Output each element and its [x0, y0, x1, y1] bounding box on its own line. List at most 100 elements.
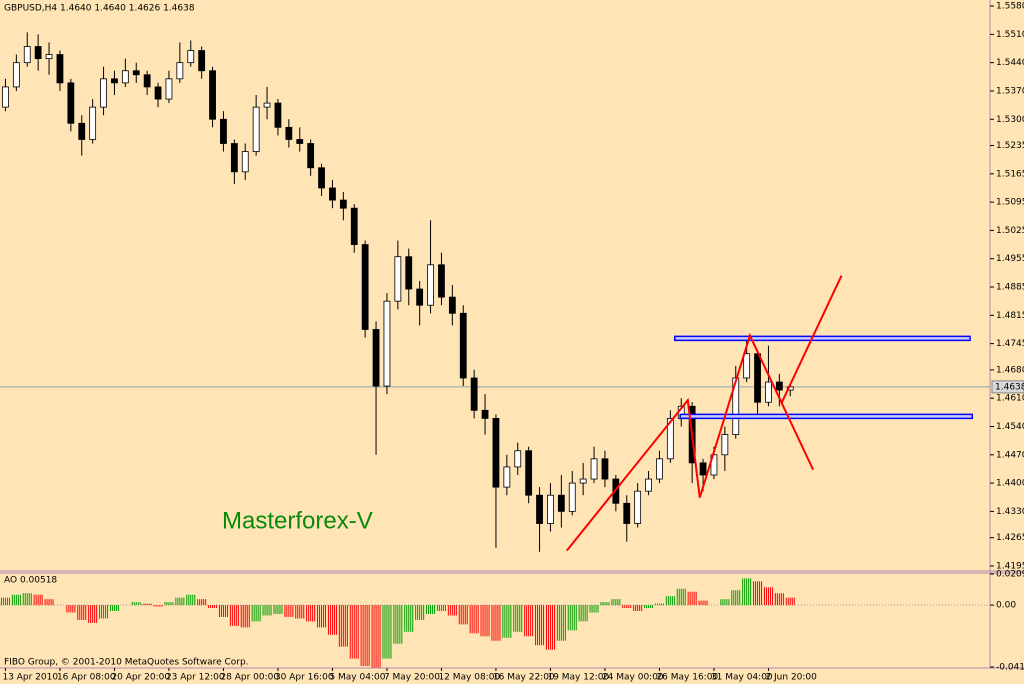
current-price-label: 1.4638: [995, 382, 1024, 392]
y-tick-label: 1.4745: [996, 339, 1024, 349]
candle-body: [143, 74, 151, 88]
trend-line: [566, 332, 815, 552]
y-tick-label: 1.4955: [996, 254, 1024, 264]
x-tick-label: 7 May 20:00: [384, 673, 440, 683]
candle-body: [514, 450, 522, 468]
candle-body: [666, 418, 674, 460]
candle-body: [547, 494, 554, 524]
candle-body: [372, 329, 380, 387]
candle-body: [296, 139, 304, 144]
x-tick-label: 12 May 08:00: [438, 673, 500, 683]
y-tick-label: 1.4265: [996, 533, 1024, 543]
candle-body: [220, 118, 227, 144]
candle-body: [111, 78, 118, 84]
candle-body: [45, 54, 53, 60]
candle-body: [285, 126, 293, 140]
level-band: [679, 413, 974, 420]
candle-body: [78, 122, 86, 140]
y-tick-label: 1.5025: [996, 226, 1024, 236]
candle-body: [492, 418, 500, 488]
candle-body: [427, 264, 434, 306]
y-tick-label: 1.5235: [996, 141, 1024, 151]
y-tick-label: 1.4195: [996, 561, 1024, 571]
y-tick-label: 1.5440: [996, 58, 1024, 68]
candle-body: [274, 102, 282, 128]
candle-body: [198, 50, 206, 72]
x-tick-label: 23 Apr 12:00: [166, 673, 225, 683]
y-tick-label: 1.4540: [996, 422, 1024, 432]
candle-body: [187, 50, 195, 64]
x-tick-label: 5 May 04:00: [329, 673, 385, 683]
candle-body: [786, 386, 794, 391]
candle-body: [394, 256, 402, 302]
candle-body: [56, 54, 64, 84]
level-band: [673, 335, 971, 342]
x-tick-label: 28 Apr 00:00: [220, 673, 279, 683]
candle-body: [448, 296, 456, 314]
x-tick-label: 20 Apr 20:00: [111, 673, 170, 683]
candle-body: [557, 494, 565, 512]
candle-body: [318, 167, 325, 189]
candle-body: [590, 458, 598, 480]
candle-body: [89, 106, 97, 140]
y-tick-label: 1.4470: [996, 450, 1024, 460]
y-tick-label: 1.4610: [996, 394, 1024, 404]
x-tick-label: 31 May 04:00: [711, 673, 773, 683]
candle-body: [339, 199, 347, 209]
candle-body: [645, 478, 652, 492]
candle-body: [765, 381, 772, 403]
candle-body: [34, 46, 42, 60]
candle-body: [601, 458, 609, 480]
candle-body: [230, 143, 238, 173]
y-tick-label: 1.4680: [996, 365, 1024, 375]
candle-body: [481, 409, 489, 419]
candle-body: [12, 62, 20, 88]
candle-body: [579, 478, 587, 484]
candle-body: [656, 458, 663, 480]
x-tick-label: 26 May 16:00: [656, 673, 718, 683]
candle-body: [100, 78, 107, 108]
candle-body: [263, 102, 271, 108]
candle-body: [775, 381, 783, 391]
candle-body: [743, 353, 751, 379]
x-tick-label: 19 May 12:00: [547, 673, 609, 683]
y-tick-label: 1.5370: [996, 86, 1024, 96]
candle-body: [634, 490, 642, 524]
y-tick-label: 1.5165: [996, 169, 1024, 179]
candle-body: [121, 70, 129, 84]
y-tick-label: 1.5580: [996, 2, 1024, 12]
y-tick-label: 1.5300: [996, 115, 1024, 125]
candle-body: [132, 70, 140, 76]
x-tick-label: 16 Apr 08:00: [57, 673, 116, 683]
ao-y-tick-label: 0.02092: [996, 570, 1024, 580]
trend-line: [780, 275, 843, 404]
candle-body: [176, 62, 184, 80]
ao-y-tick-label: -0.04167: [996, 663, 1024, 673]
candle-body: [438, 264, 445, 298]
candle-body: [329, 187, 336, 201]
chart-title: GBPUSD,H4 1.4640 1.4640 1.4626 1.4638: [4, 4, 195, 14]
candle-body: [165, 78, 173, 100]
candle-body: [416, 288, 424, 306]
x-tick-label: 13 Apr 2010: [2, 673, 58, 683]
candle-body: [405, 256, 413, 290]
y-tick-label: 1.4330: [996, 507, 1024, 517]
x-tick-label: 30 Apr 16:00: [275, 673, 334, 683]
y-tick-label: 1.5095: [996, 198, 1024, 208]
y-tick-label: 1.4885: [996, 283, 1024, 293]
current-price-box: [991, 380, 1024, 394]
y-tick-label: 1.4815: [996, 311, 1024, 321]
candle-body: [459, 312, 467, 379]
candle-body: [623, 502, 631, 524]
candle-body: [209, 70, 216, 120]
candle-body: [154, 86, 162, 100]
candle-body: [350, 207, 358, 245]
candle-body: [503, 466, 511, 488]
candle-body: [536, 494, 543, 524]
candle-body: [361, 244, 369, 330]
x-tick-label: 2 Jun 20:00: [765, 673, 817, 683]
candle-body: [568, 482, 576, 512]
candle-body: [252, 106, 260, 152]
